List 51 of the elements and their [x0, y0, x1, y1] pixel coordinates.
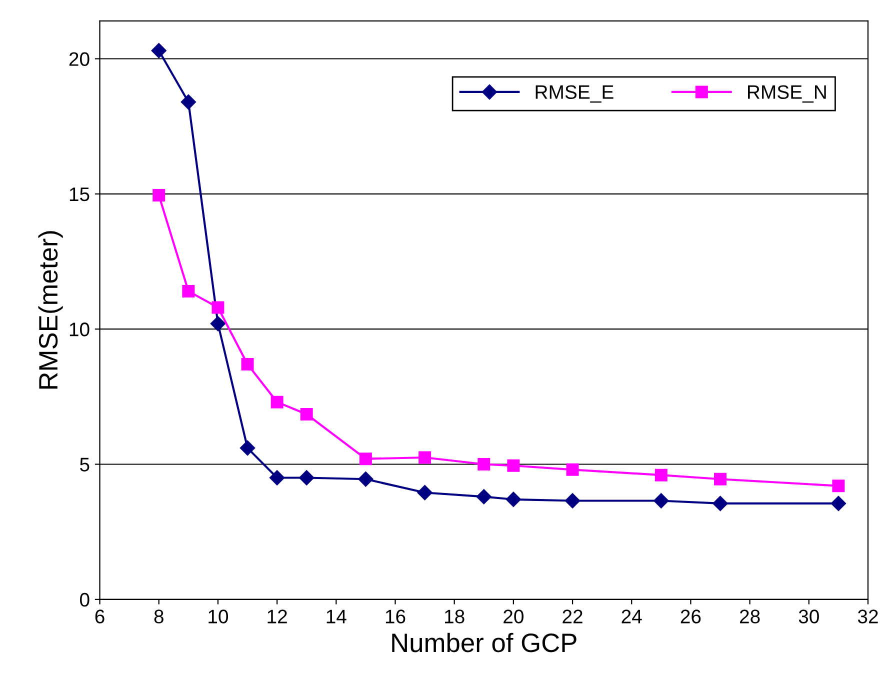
y-tick-label: 10 [70, 322, 90, 336]
y-tick-label: 0 [80, 592, 90, 607]
x-tick-label: 28 [740, 610, 760, 624]
x-tick-label: 32 [858, 610, 878, 624]
x-tick-label: 18 [445, 610, 464, 624]
x-tick-label: 20 [504, 610, 524, 624]
point [180, 94, 196, 110]
point [832, 480, 845, 492]
x-tick-label: 6 [95, 610, 104, 624]
point [476, 489, 492, 504]
point [269, 470, 285, 486]
point [507, 459, 520, 472]
point [654, 493, 669, 508]
legend-label: RMSE_E [536, 85, 614, 103]
point [830, 496, 846, 512]
point [210, 316, 226, 332]
point [417, 485, 432, 500]
x-tick-label: 14 [326, 610, 346, 624]
point [712, 496, 728, 512]
point [654, 468, 668, 482]
y-tick-label: 5 [80, 458, 90, 472]
x-tick-label: 12 [268, 610, 287, 624]
point [270, 396, 284, 408]
point [566, 463, 579, 476]
point [151, 43, 166, 58]
point [418, 451, 432, 464]
point [299, 470, 314, 486]
x-tick-label: 16 [386, 610, 406, 624]
point [182, 284, 195, 298]
y-axis-title: RMSE(meter) [38, 231, 63, 389]
x-tick-label: 8 [154, 610, 164, 624]
legend-label: RMSE_N [748, 85, 826, 103]
point [358, 472, 374, 487]
x-tick-label: 24 [622, 610, 642, 624]
point [506, 492, 521, 507]
point [152, 189, 166, 202]
y-tick-label: 15 [70, 188, 90, 202]
point [241, 358, 254, 370]
x-tick-label: 22 [562, 610, 582, 624]
x-tick-label: 30 [798, 610, 819, 624]
point [564, 493, 580, 508]
x-tick-label: 26 [680, 610, 701, 624]
point [212, 301, 224, 314]
point [359, 452, 372, 466]
point [240, 440, 256, 456]
point [478, 458, 490, 471]
point [714, 472, 727, 486]
point [300, 408, 313, 420]
y-tick-label: 20 [69, 52, 90, 66]
x-tick-label: 10 [208, 610, 228, 624]
x-axis-title: Number of GCP [392, 632, 576, 652]
